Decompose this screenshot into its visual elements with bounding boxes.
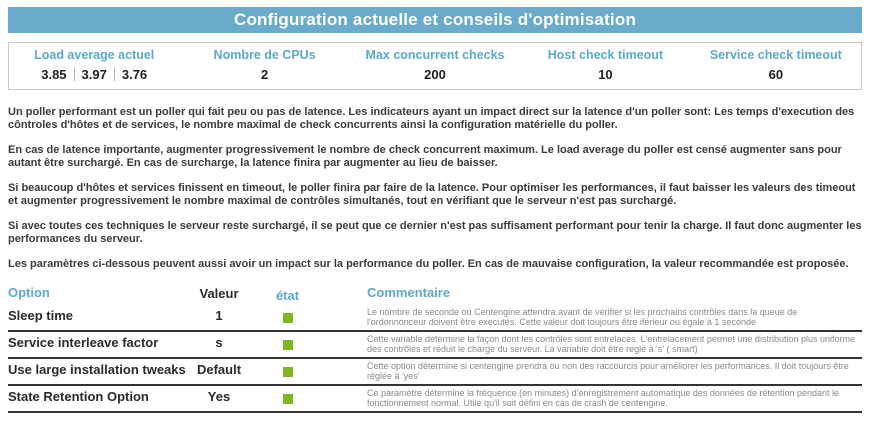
- status-cell: [250, 307, 325, 328]
- advice-paragraphs: Un poller performant est un poller qui f…: [8, 106, 862, 271]
- column-header-option: Option: [8, 284, 50, 300]
- column-header-etat: état: [275, 287, 300, 303]
- paragraph-server-capacity: Si avec toutes ces techniques le serveur…: [8, 220, 862, 245]
- option-name: Service interleave factor: [8, 334, 159, 350]
- option-value: s: [215, 334, 223, 350]
- stat-service-check-timeout: Service check timeout 60: [691, 48, 861, 82]
- paragraph-timeouts: Si beaucoup d'hôtes et services finissen…: [8, 182, 856, 207]
- status-cell: [250, 361, 325, 382]
- stat-host-check-timeout: Host check timeout 10: [520, 48, 690, 82]
- status-ok-icon: [282, 339, 293, 350]
- column-header-commentaire: Commentaire: [367, 284, 451, 300]
- table-row-use-large-installation-tweaks: Use large installation tweaks Default Ce…: [8, 359, 862, 386]
- option-name: Use large installation tweaks: [8, 361, 186, 377]
- paragraph-increase-checks: En cas de latence importante, augmenter …: [8, 144, 842, 169]
- divider: [113, 68, 115, 81]
- stat-value: 200: [424, 67, 446, 82]
- table-row-sleep-time: Sleep time 1 Le nombre de seconde où Cen…: [8, 305, 862, 332]
- option-comment: Le nombre de seconde où Centengine atten…: [367, 306, 798, 327]
- table-row-service-interleave-factor: Service interleave factor s Cette variab…: [8, 332, 862, 359]
- stat-label: Host check timeout: [547, 48, 664, 62]
- stat-value: 2: [260, 67, 269, 82]
- load-15min: 3.76: [121, 67, 148, 82]
- poller-optimization-report: Configuration actuelle et conseils d'opt…: [8, 7, 862, 413]
- load-1min: 3.85: [41, 67, 67, 82]
- status-ok-icon: [282, 393, 293, 404]
- stat-label: Load average actuel: [34, 48, 155, 62]
- options-table: Option Valeur état Commentaire Sleep tim…: [8, 284, 862, 413]
- stat-max-concurrent-checks: Max concurrent checks 200: [350, 48, 520, 82]
- paragraph-parameters-intro: Les paramètres ci-dessous peuvent aussi …: [8, 258, 849, 270]
- page-title: Configuration actuelle et conseils d'opt…: [8, 7, 862, 33]
- stat-label: Service check timeout: [709, 48, 842, 62]
- stat-value: 10: [598, 67, 613, 82]
- status-ok-icon: [282, 312, 293, 323]
- divider: [73, 68, 75, 81]
- option-comment: Cette variable determine la façon dont l…: [367, 333, 855, 354]
- option-comment: Cette option détermine si centengine pre…: [367, 360, 849, 381]
- status-ok-icon: [282, 366, 293, 377]
- option-value: 1: [215, 307, 223, 323]
- column-header-valeur: Valeur: [199, 285, 239, 301]
- option-name: State Retention Option: [8, 388, 149, 404]
- paragraph-latency-indicators: Un poller performant est un poller qui f…: [8, 106, 855, 131]
- stat-cpu-count: Nombre de CPUs 2: [179, 48, 349, 82]
- current-config-summary: Load average actuel 3.85 3.97 3.76 Nombre …: [8, 42, 862, 90]
- stat-label: Nombre de CPUs: [213, 48, 316, 62]
- stat-label: Max concurrent checks: [365, 48, 505, 62]
- status-cell: [250, 334, 325, 355]
- stat-load-average: Load average actuel 3.85 3.97 3.76: [9, 48, 179, 82]
- option-comment: Ce paramètre détermine la fréquence (en …: [367, 387, 840, 408]
- option-value: Yes: [207, 388, 231, 404]
- options-table-header: Option Valeur état Commentaire: [8, 284, 862, 305]
- stat-value: 3.85 3.97 3.76: [9, 67, 179, 82]
- table-row-state-retention-option: State Retention Option Yes Ce paramètre …: [8, 386, 862, 413]
- status-cell: [250, 388, 325, 409]
- option-name: Sleep time: [8, 307, 74, 323]
- stat-value: 60: [768, 67, 784, 82]
- load-5min: 3.97: [81, 67, 107, 82]
- option-value: Default: [196, 361, 242, 377]
